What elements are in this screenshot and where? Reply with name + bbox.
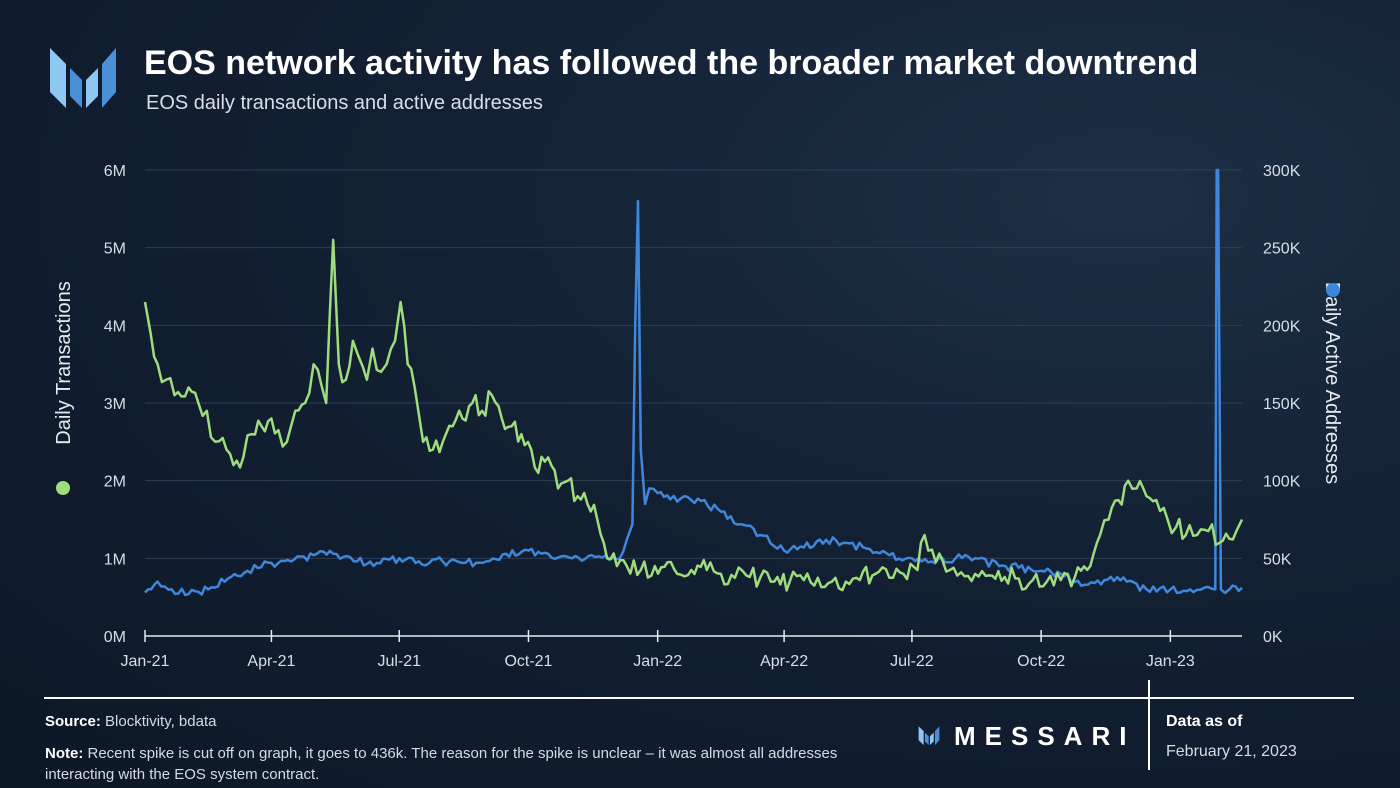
brand-wordmark: MESSARI: [954, 720, 1136, 751]
left-tick-label: 5M: [104, 241, 126, 258]
x-tick-label: Oct-22: [1017, 653, 1065, 670]
right-axis-label: Daily Active Addresses: [1321, 282, 1343, 484]
x-tick-label: Oct-21: [504, 653, 552, 670]
left-tick-label: 1M: [104, 551, 126, 568]
x-tick-label: Jul-21: [377, 653, 421, 670]
left-axis-ticks: 0M 1M 2M 3M 4M 5M 6M: [104, 163, 126, 646]
page-title: EOS network activity has followed the br…: [144, 44, 1199, 82]
right-axis-legend-dot: [1326, 283, 1340, 297]
right-tick-label: 250K: [1263, 241, 1301, 258]
left-tick-label: 4M: [104, 318, 126, 335]
x-tick-label: Jan-23: [1146, 653, 1195, 670]
right-tick-label: 50K: [1263, 551, 1292, 568]
messari-logo-icon: [50, 48, 116, 108]
line-chart: 0M 1M 2M 3M 4M 5M 6M 0K 50K 100K 150K 200K 250K 300K…: [53, 163, 1343, 670]
x-tick-label: Jul-22: [890, 653, 934, 670]
messari-mark-icon: [918, 726, 940, 746]
messari-brand: MESSARI: [916, 720, 1136, 751]
footer-divider: [44, 697, 1354, 699]
x-tick-label: Apr-22: [760, 653, 808, 670]
right-tick-label: 100K: [1263, 474, 1301, 491]
chart-grid: [145, 169, 1242, 559]
left-axis-legend-dot: [56, 481, 70, 495]
note-text: Note: Recent spike is cut off on graph, …: [45, 745, 838, 783]
x-tick-label: Apr-21: [247, 653, 295, 670]
right-axis-ticks: 0K 50K 100K 150K 200K 250K 300K: [1263, 163, 1301, 646]
left-tick-label: 0M: [104, 629, 126, 646]
series-line-daily-transactions: [143, 238, 1244, 592]
right-tick-label: 0K: [1263, 629, 1283, 646]
page-subtitle: EOS daily transactions and active addres…: [146, 92, 543, 114]
left-tick-label: 2M: [104, 474, 126, 491]
data-as-of-label: Data as of: [1166, 713, 1243, 730]
axis-labels: Daily Transactions Daily Active Addresses: [53, 281, 1343, 495]
source-text: Source: Blocktivity, bdata: [45, 713, 217, 730]
chart-series: [143, 168, 1244, 597]
right-tick-label: 300K: [1263, 163, 1301, 180]
left-tick-label: 6M: [104, 163, 126, 180]
left-axis-label: Daily Transactions: [53, 281, 75, 444]
right-tick-label: 150K: [1263, 396, 1301, 413]
data-as-of-date: February 21, 2023: [1166, 743, 1297, 760]
series-line-daily-active-addresses: [144, 168, 1243, 597]
right-tick-label: 200K: [1263, 318, 1301, 335]
footer-vertical-divider: [1148, 680, 1150, 770]
left-tick-label: 3M: [104, 396, 126, 413]
x-axis: Jan-21 Apr-21 Jul-21 Oct-21 Jan-22 Apr-22 Jul-…: [121, 630, 1242, 670]
x-tick-label: Jan-21: [121, 653, 170, 670]
x-tick-label: Jan-22: [633, 653, 682, 670]
